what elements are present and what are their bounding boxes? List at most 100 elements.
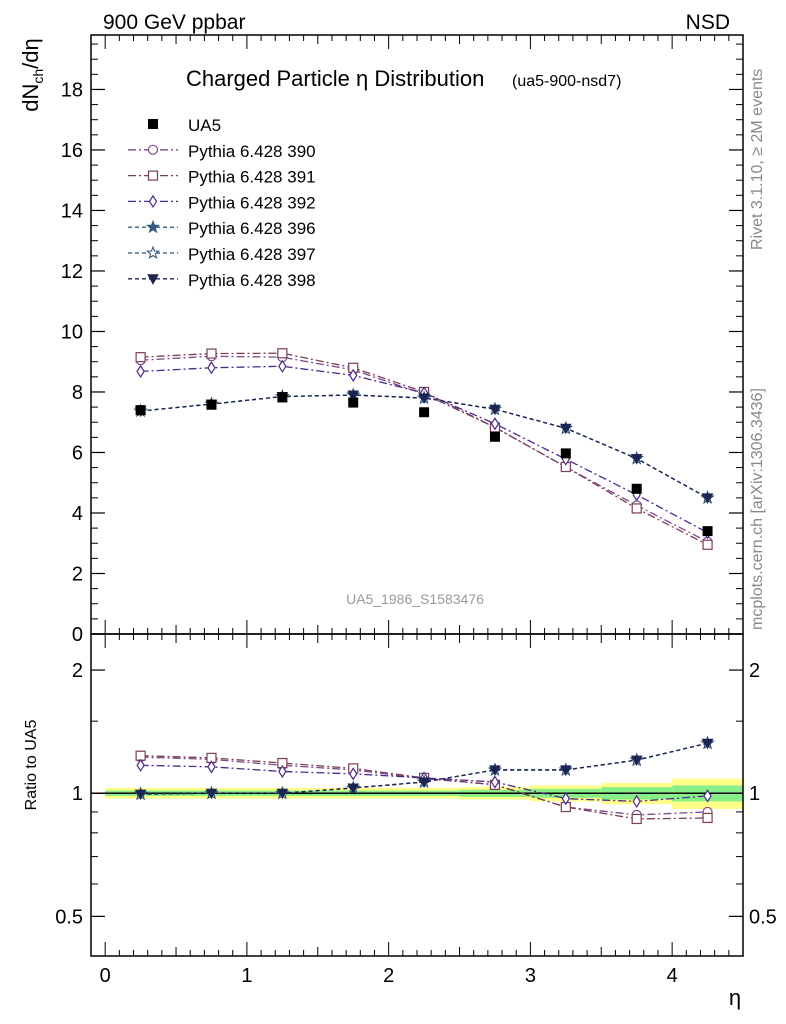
main-y-tick-label: 4 xyxy=(72,503,83,525)
ratio-marker-3 xyxy=(632,794,641,809)
mcplots-reference-label: mcplots.cern.ch [arXiv:1306.3436] xyxy=(749,388,766,630)
series-line-2 xyxy=(140,352,708,546)
x-tick-label: 0 xyxy=(100,965,111,987)
rivet-version-label: Rivet 3.1.10, ≥ 2M events xyxy=(749,69,766,250)
ratio-marker-6 xyxy=(347,783,360,794)
ratio-y-tick-label-right: 1 xyxy=(749,783,760,805)
chart-subtitle: (ua5-900-nsd7) xyxy=(512,73,621,90)
ratio-panel: 0.5 0.5 1 1 2 2 0 1 2 3 4 Ratio to UA5 η xyxy=(23,633,777,1010)
ratio-plot-frame xyxy=(90,633,744,957)
ratio-marker-6 xyxy=(701,738,714,750)
ratio-marker-3 xyxy=(278,764,287,779)
series-marker-6 xyxy=(347,390,360,402)
main-y-tick-label: 8 xyxy=(72,382,83,404)
main-series-group xyxy=(133,348,715,550)
series-marker-3 xyxy=(136,364,145,379)
x-tick-label: 4 xyxy=(667,965,678,987)
ratio-marker-6 xyxy=(418,777,430,789)
series-marker-6 xyxy=(630,454,643,465)
ratio-y-tick-label-left: 1 xyxy=(72,783,83,805)
series-marker-2 xyxy=(702,539,713,550)
analysis-watermark: UA5_1986_S1583476 xyxy=(346,591,484,607)
ratio-marker-3 xyxy=(136,758,145,772)
ratio-marker-6 xyxy=(630,755,643,767)
x-tick-label: 1 xyxy=(241,965,252,987)
legend-marker-4 xyxy=(145,219,161,234)
ratio-marker-6 xyxy=(489,765,501,776)
ratio-y-tick-label-right: 2 xyxy=(749,660,760,682)
series-marker-3 xyxy=(349,368,358,382)
series-marker-2 xyxy=(631,503,642,514)
ratio-marker-6 xyxy=(559,765,572,776)
main-y-tick-label: 18 xyxy=(61,79,83,101)
process-label: NSD xyxy=(686,11,730,34)
series-line-1 xyxy=(140,355,708,543)
legend-label-2: Pythia 6.428 391 xyxy=(188,168,316,187)
ua5-data-point xyxy=(419,407,430,418)
x-tick-label: 3 xyxy=(525,965,536,987)
series-marker-2 xyxy=(135,352,146,363)
series-marker-3 xyxy=(278,359,287,373)
main-y-axis-label: dNch/dη xyxy=(18,38,46,112)
ua5-data-group xyxy=(135,392,713,537)
ratio-marker-6 xyxy=(134,789,147,801)
series-line-6 xyxy=(140,394,708,499)
series-marker-6 xyxy=(418,393,430,405)
ratio-marker-2 xyxy=(702,812,713,824)
ua5-data-point xyxy=(206,399,217,410)
series-marker-6 xyxy=(489,404,501,416)
legend-label-3: Pythia 6.428 392 xyxy=(188,193,316,212)
energy-label: 900 GeV ppbar xyxy=(103,11,245,34)
series-marker-3 xyxy=(490,417,500,431)
legend-marker-3 xyxy=(148,194,158,209)
ua5-data-point xyxy=(702,526,713,537)
ua5-data-point xyxy=(560,448,571,459)
ratio-marker-3 xyxy=(207,760,216,774)
legend-label-6: Pythia 6.428 398 xyxy=(188,271,316,290)
series-marker-3 xyxy=(207,361,216,375)
legend-marker-5 xyxy=(145,245,161,260)
main-panel: 0 2 4 6 8 10 12 14 16 18 dNch/dη Charged Particle… xyxy=(18,34,744,646)
legend-marker-6 xyxy=(147,274,159,285)
main-y-tick-label: 0 xyxy=(72,624,83,646)
main-y-tick-label: 12 xyxy=(61,261,83,283)
legend-marker-ua5 xyxy=(148,119,158,129)
x-axis-label: η xyxy=(729,985,741,1010)
series-marker-6 xyxy=(559,423,572,435)
ua5-data-point xyxy=(348,397,359,408)
main-y-tick-label: 10 xyxy=(61,321,83,343)
ratio-marker-6 xyxy=(205,788,218,800)
main-y-tick-label: 16 xyxy=(61,140,83,162)
ratio-y-tick-label-right: 0.5 xyxy=(749,906,777,928)
main-axis-ticks: 0 2 4 6 8 10 12 14 16 18 xyxy=(61,35,744,646)
legend-marker-1 xyxy=(147,144,159,155)
ua5-data-point xyxy=(631,483,642,494)
ua5-data-point xyxy=(135,405,146,416)
ratio-marker-3 xyxy=(561,791,571,806)
series-marker-6 xyxy=(701,493,714,504)
main-y-tick-label: 14 xyxy=(61,200,83,222)
legend-label-5: Pythia 6.428 397 xyxy=(188,245,316,264)
ratio-marker-3 xyxy=(349,767,358,781)
ua5-data-point xyxy=(489,431,500,442)
ratio-y-axis-label: Ratio to UA5 xyxy=(23,720,40,811)
ratio-marker-3 xyxy=(490,775,500,789)
ratio-series-group xyxy=(133,735,715,825)
legend-label-ua5: UA5 xyxy=(188,116,221,135)
main-y-tick-label: 6 xyxy=(72,442,83,464)
ratio-y-tick-label-left: 0.5 xyxy=(55,906,83,928)
chart-title: Charged Particle η Distribution xyxy=(186,66,484,91)
legend-marker-2 xyxy=(147,170,159,181)
series-marker-2 xyxy=(277,348,288,359)
legend-label-4: Pythia 6.428 396 xyxy=(188,219,316,238)
main-y-tick-label: 2 xyxy=(72,563,83,585)
ua5-data-point xyxy=(277,392,288,403)
ratio-y-tick-label-left: 2 xyxy=(72,660,83,682)
ratio-marker-6 xyxy=(276,788,289,800)
ratio-axis-ticks: 0.5 0.5 1 1 2 2 0 1 2 3 4 xyxy=(55,634,777,987)
legend-label-1: Pythia 6.428 390 xyxy=(188,142,316,161)
legend: UA5 Pythia 6.428 390 Pythia 6.428 391 Pythi… xyxy=(128,116,316,290)
ratio-marker-2 xyxy=(631,813,642,825)
series-marker-2 xyxy=(206,348,217,359)
